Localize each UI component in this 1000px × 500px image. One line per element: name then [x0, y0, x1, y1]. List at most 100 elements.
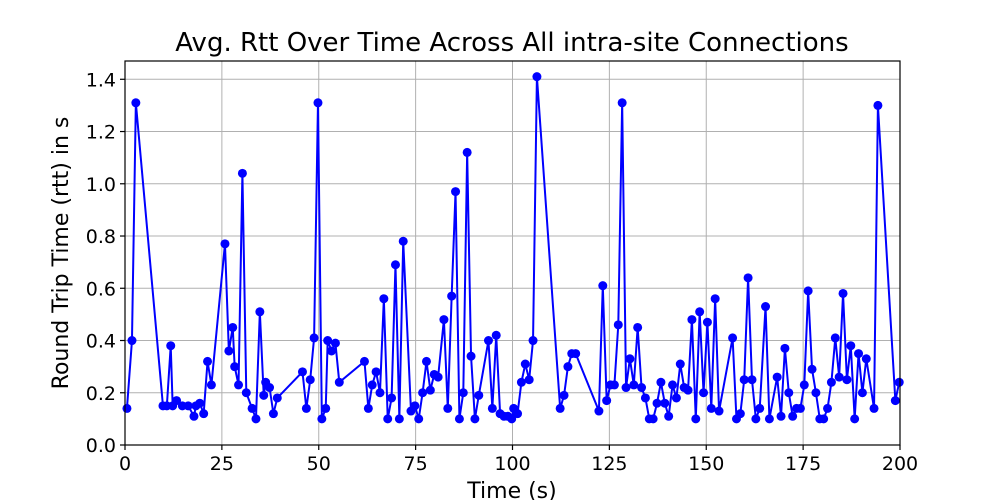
data-point — [513, 409, 523, 419]
data-point — [563, 362, 573, 372]
data-point — [237, 168, 247, 178]
data-point — [683, 385, 693, 395]
x-tick-label: 100 — [494, 453, 530, 475]
data-point — [195, 398, 205, 408]
data-point — [755, 403, 765, 413]
data-point — [425, 385, 435, 395]
data-point — [609, 380, 619, 390]
data-point — [671, 393, 681, 403]
data-point — [305, 375, 315, 385]
data-point — [854, 349, 864, 359]
data-point — [850, 414, 860, 424]
data-point — [772, 372, 782, 382]
data-point — [247, 403, 257, 413]
data-point — [795, 403, 805, 413]
data-point — [470, 414, 480, 424]
data-point — [751, 414, 761, 424]
data-point — [268, 409, 278, 419]
data-point — [555, 403, 565, 413]
chart-title: Avg. Rtt Over Time Across All intra-site… — [175, 28, 848, 58]
data-point — [166, 341, 176, 351]
data-point — [894, 377, 904, 387]
data-point — [528, 336, 538, 346]
data-point — [265, 383, 275, 393]
y-tick-label: 0.6 — [86, 278, 116, 300]
data-point — [451, 187, 461, 197]
data-point — [454, 414, 464, 424]
data-point — [259, 390, 269, 400]
data-point — [414, 414, 424, 424]
x-axis-label: Time (s) — [466, 479, 556, 500]
data-point — [483, 336, 493, 346]
data-point — [776, 411, 786, 421]
data-point — [359, 356, 369, 366]
data-point — [458, 388, 468, 398]
data-point — [363, 403, 373, 413]
data-point — [788, 411, 798, 421]
data-point — [131, 98, 141, 108]
data-point — [668, 380, 678, 390]
data-point — [728, 333, 738, 343]
axes-layer: 0 25 50 75 100 125 150 175 200 0.0 0.2 0.4 0.6 0.8 1.0… — [86, 69, 918, 475]
data-point — [394, 414, 404, 424]
data-point — [857, 388, 867, 398]
data-point — [317, 414, 327, 424]
data-point — [807, 364, 817, 374]
data-point — [691, 414, 701, 424]
data-point — [598, 281, 608, 291]
data-point — [418, 388, 428, 398]
data-point — [743, 273, 753, 283]
data-point — [375, 388, 385, 398]
data-point — [251, 414, 261, 424]
data-point — [327, 346, 337, 356]
data-point — [675, 359, 685, 369]
data-point — [735, 409, 745, 419]
data-point — [640, 393, 650, 403]
y-tick-label: 0.0 — [86, 435, 116, 457]
data-point — [203, 356, 213, 366]
data-point — [747, 375, 757, 385]
y-tick-label: 0.8 — [86, 226, 116, 248]
x-tick-label: 200 — [882, 453, 918, 475]
data-point — [873, 100, 883, 110]
data-point — [183, 401, 193, 411]
data-point — [367, 380, 377, 390]
data-point — [439, 315, 449, 325]
data-point — [206, 380, 216, 390]
data-point — [297, 367, 307, 377]
data-point — [602, 396, 612, 406]
data-point — [695, 307, 705, 317]
data-point — [803, 286, 813, 296]
data-point — [516, 377, 526, 387]
data-point — [823, 403, 833, 413]
data-point — [846, 341, 856, 351]
data-point — [334, 377, 344, 387]
data-point — [421, 356, 431, 366]
x-tick-label: 0 — [119, 453, 131, 475]
data-point — [633, 322, 643, 332]
data-point — [594, 406, 604, 416]
data-point — [371, 367, 381, 377]
data-point — [621, 383, 631, 393]
data-point — [491, 330, 501, 340]
data-point — [652, 398, 662, 408]
data-point — [656, 377, 666, 387]
data-point — [571, 349, 581, 359]
data-point — [487, 403, 497, 413]
data-point — [230, 362, 240, 372]
data-point — [702, 317, 712, 327]
data-point — [532, 72, 542, 82]
data-point — [780, 343, 790, 353]
data-point — [890, 396, 900, 406]
y-axis-label: Round Trip Time (rtt) in s — [49, 117, 74, 390]
data-point — [784, 388, 794, 398]
data-point — [613, 320, 623, 330]
data-point — [861, 354, 871, 364]
data-point — [466, 351, 476, 361]
data-point — [830, 333, 840, 343]
data-point — [507, 414, 517, 424]
data-point — [869, 403, 879, 413]
data-point — [234, 380, 244, 390]
data-point — [199, 409, 209, 419]
data-point — [520, 359, 530, 369]
